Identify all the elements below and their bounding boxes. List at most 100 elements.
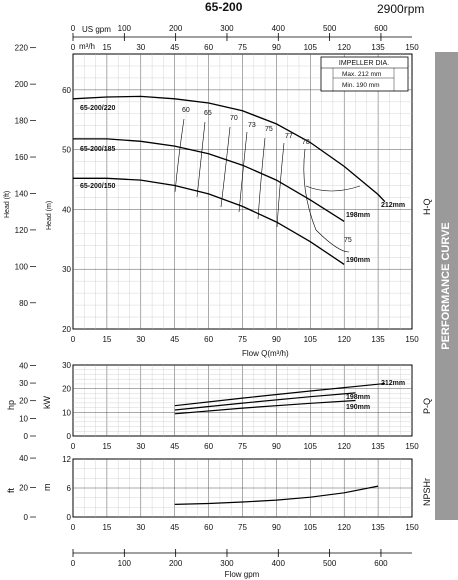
hq-series-label: 65-200/220 bbox=[80, 105, 116, 112]
flow-tick-label: 15 bbox=[102, 43, 111, 52]
head-m-tick-label: 60 bbox=[62, 86, 71, 95]
head-m-tick-label: 40 bbox=[62, 205, 71, 214]
bottom-gpm-tick-label: 400 bbox=[272, 559, 286, 568]
impeller-max: Max. 212 mm bbox=[342, 71, 381, 78]
flow-tick-label: 0 bbox=[71, 442, 76, 451]
head-ft-tick-label: 100 bbox=[15, 262, 29, 271]
ft-tick-label: 20 bbox=[19, 484, 28, 493]
m-tick-label: 12 bbox=[62, 455, 71, 464]
head-m-label: Head (m) bbox=[46, 201, 53, 230]
flow-tick-label: 45 bbox=[170, 442, 179, 451]
flow-tick-label: 75 bbox=[238, 335, 247, 344]
head-ft-tick-label: 200 bbox=[15, 80, 29, 89]
efficiency-curve bbox=[220, 126, 231, 208]
usgpm-tick-label: 0 bbox=[71, 24, 76, 33]
efficiency-curve bbox=[305, 185, 361, 192]
speed-label: 2900rpm bbox=[377, 2, 424, 16]
efficiency-label: 65 bbox=[204, 110, 212, 117]
efficiency-label: 70 bbox=[230, 115, 238, 122]
head-ft-tick-label: 80 bbox=[19, 299, 28, 308]
m3h-label: m³/h bbox=[79, 42, 95, 51]
hq-curve bbox=[72, 95, 386, 203]
ft-label: ft bbox=[6, 487, 16, 493]
hq-series-label: 65-200/150 bbox=[80, 183, 116, 190]
flow-tick-label: 60 bbox=[204, 43, 213, 52]
flow-tick-label: 45 bbox=[170, 523, 179, 532]
hp-tick-label: 40 bbox=[19, 361, 28, 370]
flow-tick-label: 45 bbox=[170, 43, 179, 52]
m-label: m bbox=[42, 484, 52, 492]
hp-tick-label: 20 bbox=[19, 397, 28, 406]
hq-curve bbox=[73, 177, 345, 265]
bottom-gpm-tick-label: 600 bbox=[374, 559, 388, 568]
flow-tick-label: 120 bbox=[338, 442, 352, 451]
hq-end-label: 212mm bbox=[381, 202, 405, 209]
npsh-curve bbox=[174, 485, 379, 505]
npsh-axis-label: NPSHr bbox=[422, 478, 432, 506]
flow-tick-label: 135 bbox=[371, 523, 385, 532]
efficiency-label: 77 bbox=[285, 133, 293, 140]
pq-axis-label: P-Q bbox=[422, 398, 432, 414]
bottom-gpm-tick-label: 100 bbox=[118, 559, 132, 568]
head-ft-tick-label: 160 bbox=[15, 153, 29, 162]
bottom-gpm-tick-label: 500 bbox=[323, 559, 337, 568]
flow-tick-label: 120 bbox=[338, 335, 352, 344]
head-ft-tick-label: 140 bbox=[15, 189, 29, 198]
usgpm-tick-label: 600 bbox=[374, 24, 388, 33]
flow-tick-label: 30 bbox=[136, 335, 145, 344]
flow-tick-label: 90 bbox=[272, 335, 281, 344]
bottom-gpm-tick-label: 300 bbox=[220, 559, 234, 568]
bottom-gpm-tick-label: 0 bbox=[71, 559, 76, 568]
flow-tick-label: 60 bbox=[204, 523, 213, 532]
bottom-gpm-label: Flow gpm bbox=[225, 570, 260, 579]
flow-tick-label: 15 bbox=[102, 335, 111, 344]
efficiency-curve bbox=[238, 131, 248, 213]
flow-tick-label: 90 bbox=[272, 523, 281, 532]
kw-label: kW bbox=[42, 396, 52, 410]
m-tick-label: 6 bbox=[67, 484, 72, 493]
model-title: 65-200 bbox=[205, 0, 243, 14]
flow-tick-label: 0 bbox=[71, 335, 76, 344]
flow-tick-label: 105 bbox=[304, 43, 318, 52]
efficiency-label: 75 bbox=[265, 126, 273, 133]
flow-tick-label: 150 bbox=[405, 335, 419, 344]
efficiency-label: 78 bbox=[302, 139, 310, 146]
flow-tick-label: 105 bbox=[304, 335, 318, 344]
flow-tick-label: 60 bbox=[204, 442, 213, 451]
bottom-gpm-tick-label: 200 bbox=[169, 559, 183, 568]
usgpm-tick-label: 200 bbox=[169, 24, 183, 33]
m-tick-label: 0 bbox=[67, 513, 72, 522]
impeller-box bbox=[320, 56, 409, 92]
flow-tick-label: 105 bbox=[304, 442, 318, 451]
hq-series-label: 65-200/185 bbox=[80, 146, 116, 153]
pq-curve bbox=[174, 399, 356, 415]
hq-axis-label: H-Q bbox=[422, 199, 432, 216]
usgpm-label: US gpm bbox=[82, 25, 111, 34]
usgpm-tick-label: 300 bbox=[220, 24, 234, 33]
flow-tick-label: 135 bbox=[371, 43, 385, 52]
impeller-min: Min. 190 mm bbox=[342, 82, 380, 89]
flow-tick-label: 135 bbox=[371, 442, 385, 451]
kw-tick-label: 0 bbox=[67, 432, 72, 441]
efficiency-curve bbox=[303, 148, 350, 253]
flow-tick-label: 90 bbox=[272, 43, 281, 52]
flow-tick-label: 30 bbox=[136, 43, 145, 52]
ft-tick-label: 40 bbox=[19, 454, 28, 463]
head-ft-tick-label: 220 bbox=[15, 44, 29, 53]
flow-tick-label: 150 bbox=[405, 442, 419, 451]
flow-tick-label: 75 bbox=[238, 523, 247, 532]
efficiency-label: 73 bbox=[248, 122, 256, 129]
hq-curve bbox=[73, 138, 345, 222]
usgpm-tick-label: 100 bbox=[118, 24, 132, 33]
hp-tick-label: 10 bbox=[19, 414, 28, 423]
ft-tick-label: 0 bbox=[24, 513, 29, 522]
kw-tick-label: 30 bbox=[62, 361, 71, 370]
hp-label: hp bbox=[6, 400, 16, 410]
kw-tick-label: 20 bbox=[62, 385, 71, 394]
performance-curve-sidebar bbox=[435, 52, 458, 520]
impeller-title: IMPELLER DIA. bbox=[339, 60, 389, 67]
flow-tick-label: 0 bbox=[71, 43, 76, 52]
head-ft-tick-label: 120 bbox=[15, 226, 29, 235]
pq-curve bbox=[174, 392, 356, 411]
flow-tick-label: 15 bbox=[102, 442, 111, 451]
